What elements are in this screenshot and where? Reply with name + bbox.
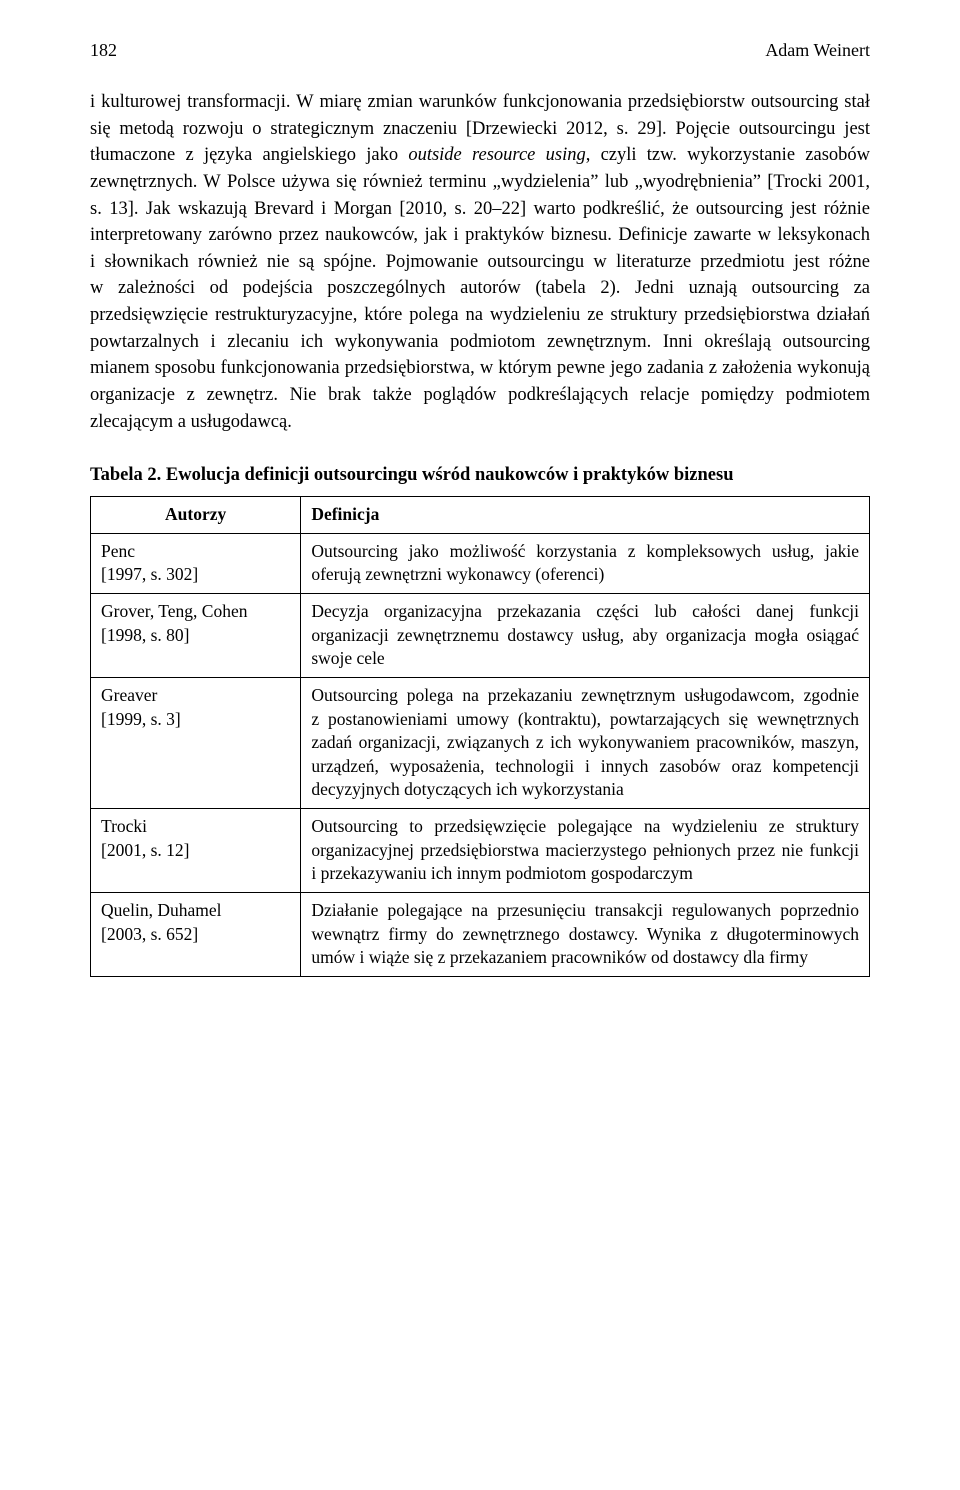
author-cell: Trocki[2001, s. 12] xyxy=(91,809,301,893)
definition-cell: Outsourcing polega na przekazaniu zewnęt… xyxy=(301,677,870,808)
table-header-row: Autorzy Definicja xyxy=(91,497,870,534)
definition-cell: Outsourcing to przedsięwzięcie polegając… xyxy=(301,809,870,893)
author-cell: Penc[1997, s. 302] xyxy=(91,533,301,593)
definitions-table: Autorzy Definicja Penc[1997, s. 302]Outs… xyxy=(90,496,870,977)
header-authors: Autorzy xyxy=(91,497,301,534)
body-paragraph: i kulturowej transformacji. W miarę zmia… xyxy=(90,89,870,435)
table-row: Greaver[1999, s. 3]Outsourcing polega na… xyxy=(91,677,870,808)
page-header: 182 Adam Weinert xyxy=(90,40,870,61)
definition-cell: Działanie polegające na przesunięciu tra… xyxy=(301,892,870,976)
definition-cell: Outsourcing jako możliwość korzystania z… xyxy=(301,533,870,593)
author-cell: Greaver[1999, s. 3] xyxy=(91,677,301,808)
table-row: Grover, Teng, Cohen[1998, s. 80]Decyzja … xyxy=(91,594,870,678)
author-name: Adam Weinert xyxy=(765,40,870,61)
table-row: Penc[1997, s. 302]Outsourcing jako możli… xyxy=(91,533,870,593)
table-body: Penc[1997, s. 302]Outsourcing jako możli… xyxy=(91,533,870,976)
table-caption: Tabela 2. Ewolucja definicji outsourcing… xyxy=(90,465,870,486)
header-definition: Definicja xyxy=(301,497,870,534)
author-cell: Grover, Teng, Cohen[1998, s. 80] xyxy=(91,594,301,678)
page-number: 182 xyxy=(90,40,117,61)
table-row: Quelin, Duhamel[2003, s. 652]Działanie p… xyxy=(91,892,870,976)
definition-cell: Decyzja organizacyjna przekazania części… xyxy=(301,594,870,678)
author-cell: Quelin, Duhamel[2003, s. 652] xyxy=(91,892,301,976)
table-row: Trocki[2001, s. 12]Outsourcing to przeds… xyxy=(91,809,870,893)
